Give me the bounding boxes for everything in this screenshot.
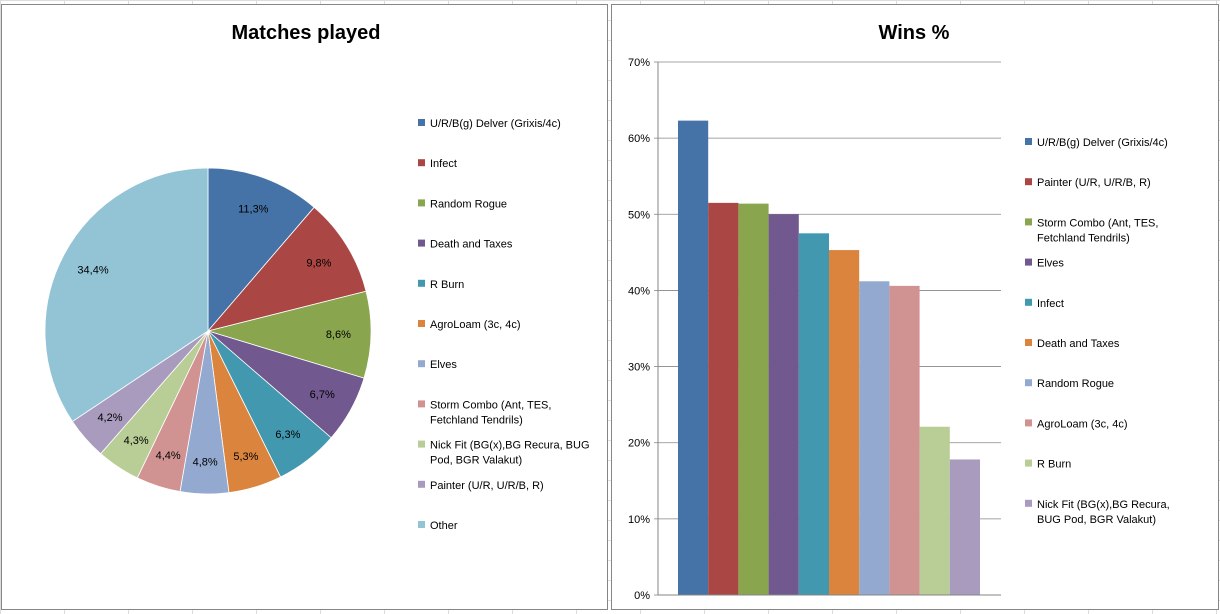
legend-swatch xyxy=(418,360,425,368)
legend-swatch xyxy=(418,159,425,167)
legend-swatch xyxy=(1025,298,1032,306)
bar[interactable] xyxy=(798,233,829,596)
y-tick-label: 70% xyxy=(628,57,650,69)
legend-swatch xyxy=(418,279,425,287)
legend-label: Elves xyxy=(1037,258,1064,270)
legend-label: Death and Taxes xyxy=(430,239,513,251)
legend-swatch xyxy=(1025,258,1032,266)
legend-swatch xyxy=(418,480,425,488)
bar[interactable] xyxy=(678,120,709,595)
bar-chart: Wins % 0% 10% 20% 30% 40% 50% 60% 70% U/R/B(g) … xyxy=(628,22,1170,602)
legend-label: Painter (U/R, U/R/B, R) xyxy=(430,480,544,492)
pie-data-label: 9,8% xyxy=(306,257,331,269)
pie-data-label: 11,3% xyxy=(238,204,269,216)
pie-slice[interactable] xyxy=(207,167,315,333)
y-tick-label: 40% xyxy=(628,285,650,297)
legend-label: Nick Fit (BG(x),BG Recura, BUG Pod, BGR V… xyxy=(1037,499,1170,526)
legend-label: U/R/B(g) Delver (Grixis/4c) xyxy=(430,118,561,130)
legend-swatch xyxy=(1025,138,1032,145)
pie-chart-panel[interactable]: Matches played 11,3% 9,8% 8,6% 6,7% 6,3% 5,3%… xyxy=(1,4,608,610)
pie-data-label: 34,4% xyxy=(77,264,108,276)
pie-data-label: 4,3% xyxy=(124,435,149,447)
legend-swatch xyxy=(1025,218,1032,226)
y-tick-label: 30% xyxy=(628,362,650,374)
pie-slice[interactable] xyxy=(206,290,372,379)
legend-label: Death and Taxes xyxy=(1037,338,1120,350)
legend-label: Storm Combo (Ant, TES, Fetchland Tendrils… xyxy=(1037,217,1158,244)
legend-label: Storm Combo (Ant, TES, Fetchland Tendrils… xyxy=(430,399,551,426)
pie-data-label: 6,3% xyxy=(275,429,300,441)
legend-label: Other xyxy=(430,520,458,532)
legend-label: AgroLoam (3c, 4c) xyxy=(430,319,520,331)
pie-slice[interactable] xyxy=(44,167,209,423)
legend-swatch xyxy=(418,440,425,448)
pie-chart-title: Matches played xyxy=(232,22,381,44)
legend-label: Random Rogue xyxy=(430,198,507,210)
legend-label: Infect xyxy=(1037,298,1064,310)
legend-label: AgroLoam (3c, 4c) xyxy=(1037,418,1127,430)
legend-label: R Burn xyxy=(1037,459,1071,471)
legend-label: Infect xyxy=(430,158,457,170)
pie-data-label: 4,4% xyxy=(156,450,181,462)
y-tick-label: 60% xyxy=(628,133,650,145)
legend-swatch xyxy=(1025,339,1032,346)
pie-data-label: 5,3% xyxy=(233,451,258,463)
pie-slice[interactable] xyxy=(206,206,367,332)
legend-swatch xyxy=(418,521,425,528)
pie-data-label: 4,8% xyxy=(193,456,218,468)
bar[interactable] xyxy=(919,426,950,595)
legend-label: Nick Fit (BG(x),BG Recura, BUG Pod, BGR V… xyxy=(430,440,590,467)
legend-swatch xyxy=(418,119,425,126)
legend-swatch xyxy=(1025,419,1032,427)
legend-swatch xyxy=(418,400,425,408)
legend-swatch xyxy=(1025,379,1032,387)
legend-swatch xyxy=(1025,459,1032,467)
y-tick-label: 0% xyxy=(634,590,650,602)
pie-chart: Matches played 11,3% 9,8% 8,6% 6,7% 6,3% 5,3%… xyxy=(44,22,590,532)
bar[interactable] xyxy=(708,202,739,595)
bar-chart-title: Wins % xyxy=(879,22,950,44)
y-tick-label: 50% xyxy=(628,209,650,221)
bar-chart-panel[interactable]: Wins % 0% 10% 20% 30% 40% 50% 60% 70% U/R/B(g) … xyxy=(611,4,1219,610)
bar[interactable] xyxy=(949,459,980,595)
bar[interactable] xyxy=(768,214,799,596)
legend-label: Painter (U/R, U/R/B, R) xyxy=(1037,177,1151,189)
legend-swatch xyxy=(1025,178,1032,186)
legend-swatch xyxy=(418,320,425,327)
legend-label: U/R/B(g) Delver (Grixis/4c) xyxy=(1037,137,1168,149)
bar[interactable] xyxy=(889,285,920,595)
pie-data-label: 4,2% xyxy=(97,412,122,424)
bar[interactable] xyxy=(829,250,860,595)
pie-data-label: 8,6% xyxy=(326,329,351,341)
bar[interactable] xyxy=(859,281,890,595)
legend-label: R Burn xyxy=(430,279,464,291)
bar[interactable] xyxy=(738,203,769,595)
y-tick-label: 20% xyxy=(628,438,650,450)
legend-label: Elves xyxy=(430,359,457,371)
legend-label: Random Rogue xyxy=(1037,378,1114,390)
pie-data-label: 6,7% xyxy=(310,389,335,401)
legend-swatch xyxy=(1025,499,1032,507)
legend-swatch xyxy=(418,239,425,247)
legend-swatch xyxy=(418,199,425,207)
y-tick-label: 10% xyxy=(628,514,650,526)
